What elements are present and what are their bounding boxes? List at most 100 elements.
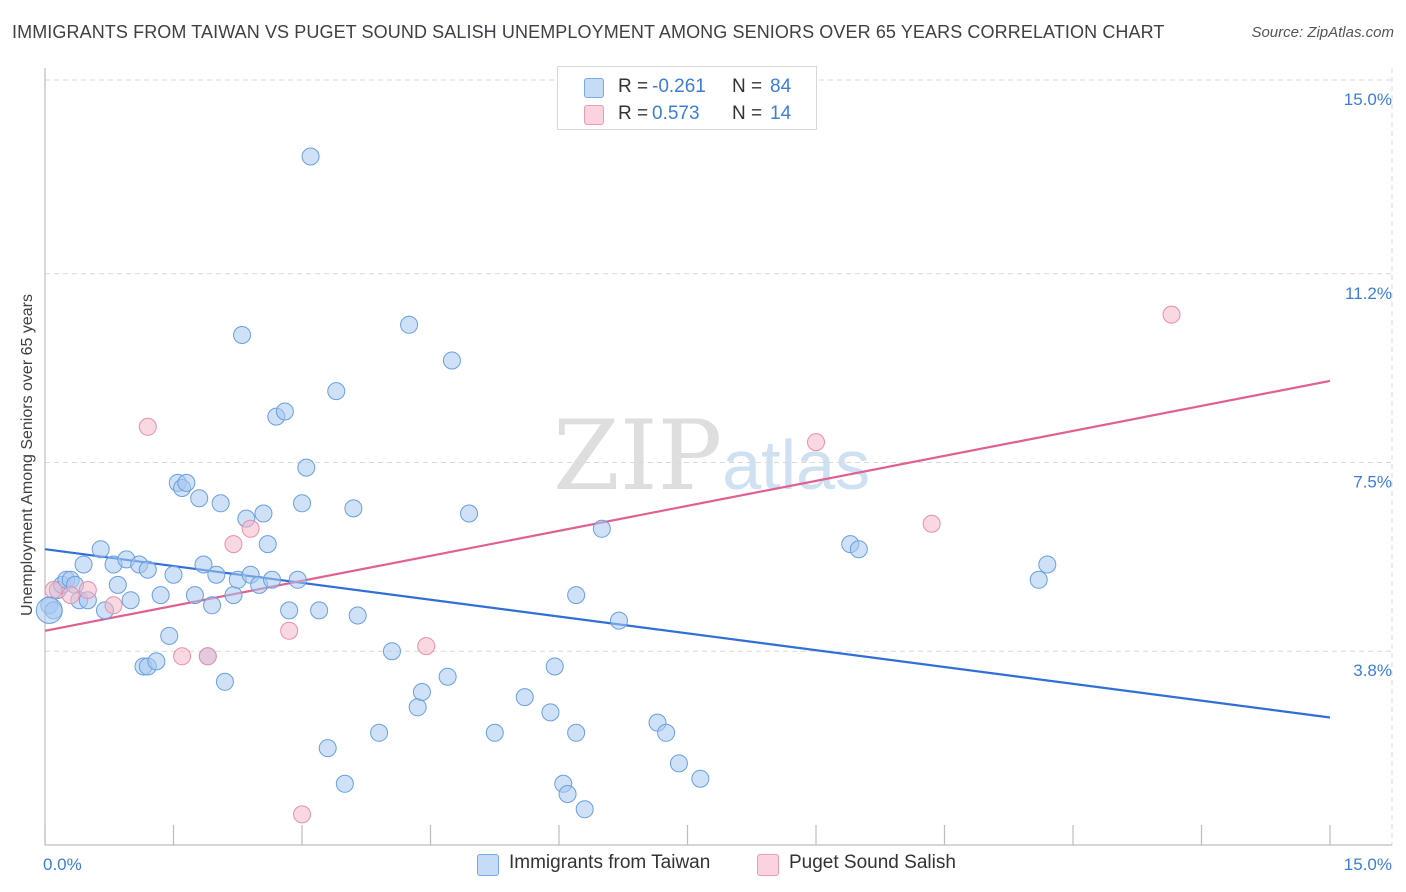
chart-title: IMMIGRANTS FROM TAIWAN VS PUGET SOUND SA…: [12, 22, 1165, 42]
grid-lines: [45, 68, 1393, 845]
legend-r-value: 0.573: [652, 103, 700, 124]
point-salish: [224, 535, 243, 554]
point-salish: [241, 519, 260, 538]
point-taiwan: [194, 555, 213, 574]
point-taiwan: [207, 565, 226, 584]
point-taiwan: [412, 683, 431, 701]
point-taiwan: [318, 739, 337, 758]
point-taiwan: [280, 601, 299, 620]
y-tick-label: 11.2%: [1345, 284, 1392, 303]
point-taiwan: [190, 489, 209, 508]
point-taiwan: [35, 596, 63, 624]
point-taiwan: [233, 326, 252, 344]
point-taiwan: [335, 774, 354, 793]
point-taiwan: [567, 723, 586, 742]
point-taiwan: [442, 351, 461, 370]
point-taiwan: [258, 535, 277, 554]
bottom-legend-label-salish: Puget Sound Salish: [789, 852, 956, 873]
point-taiwan: [185, 586, 204, 605]
legend-swatch-taiwan: [584, 78, 604, 98]
y-tick-label: 7.5%: [1353, 473, 1392, 492]
point-taiwan: [348, 606, 367, 625]
legend-n-value: 14: [770, 103, 792, 124]
point-taiwan: [669, 754, 688, 773]
point-taiwan: [609, 611, 628, 630]
point-taiwan: [382, 642, 401, 661]
point-salish: [807, 433, 825, 452]
point-taiwan: [177, 473, 196, 492]
legend-n-label: N =: [732, 76, 763, 97]
point-taiwan: [1038, 555, 1057, 574]
point-salish: [417, 637, 436, 656]
x-tick-label-min: 0.0%: [43, 855, 82, 874]
legend-n-label: N =: [732, 103, 763, 124]
point-taiwan: [515, 688, 534, 707]
point-taiwan: [74, 555, 93, 574]
point-salish: [61, 586, 80, 605]
legend-r-label: R =: [618, 76, 649, 97]
point-taiwan: [138, 560, 157, 579]
point-taiwan: [203, 596, 222, 615]
point-salish: [138, 417, 157, 436]
point-taiwan: [275, 402, 294, 421]
point-taiwan: [211, 494, 230, 513]
point-taiwan: [301, 147, 320, 166]
point-salish: [922, 514, 941, 533]
point-taiwan: [224, 586, 243, 605]
point-taiwan: [370, 723, 389, 742]
correlation-legend: R = -0.261 N = 84 R = 0.573 N = 14: [557, 66, 817, 130]
point-taiwan: [438, 667, 457, 686]
legend-r-label: R =: [618, 103, 649, 124]
point-taiwan: [288, 570, 307, 589]
point-salish: [44, 581, 63, 599]
point-taiwan: [215, 672, 234, 691]
point-taiwan: [575, 800, 594, 819]
point-taiwan: [147, 652, 166, 671]
point-taiwan: [657, 723, 676, 742]
point-salish: [173, 647, 192, 666]
y-tick-label: 15.0%: [1344, 90, 1392, 109]
bottom-legend-swatch-taiwan: [477, 854, 499, 876]
watermark-atlas: atlas: [722, 426, 871, 504]
point-taiwan: [1029, 570, 1048, 589]
point-taiwan: [545, 657, 564, 676]
point-salish: [198, 647, 217, 666]
point-taiwan: [310, 601, 329, 620]
point-taiwan: [558, 785, 577, 803]
bottom-legend-swatch-salish: [757, 854, 779, 876]
point-taiwan: [121, 591, 140, 610]
point-taiwan: [327, 382, 346, 401]
legend-r-value: -0.261: [652, 76, 706, 97]
point-taiwan: [691, 769, 710, 788]
point-taiwan: [254, 504, 273, 523]
point-taiwan: [151, 586, 170, 605]
point-salish: [1162, 305, 1181, 324]
y-tick-label: 3.8%: [1353, 661, 1392, 680]
point-taiwan: [297, 458, 316, 477]
point-taiwan: [400, 315, 419, 334]
source-label: Source: ZipAtlas.com: [1251, 24, 1394, 41]
point-taiwan: [541, 703, 560, 722]
point-taiwan: [160, 626, 179, 645]
point-taiwan: [485, 723, 504, 742]
point-salish: [104, 596, 123, 615]
axes: [44, 68, 1392, 846]
point-taiwan: [460, 504, 479, 523]
point-salish: [78, 581, 97, 599]
data-points: [35, 147, 1181, 824]
x-tick-label-max: 15.0%: [1344, 855, 1392, 874]
point-salish: [280, 621, 299, 640]
point-taiwan: [263, 570, 282, 589]
point-taiwan: [293, 494, 311, 513]
point-taiwan: [408, 698, 427, 717]
bottom-legend-label-taiwan: Immigrants from Taiwan: [509, 852, 711, 873]
point-taiwan: [344, 499, 363, 518]
legend-n-value: 84: [770, 76, 792, 97]
point-taiwan: [592, 519, 611, 538]
point-taiwan: [849, 540, 868, 559]
point-taiwan: [108, 575, 127, 594]
watermark: ZIPatlas: [553, 400, 870, 512]
point-taiwan: [91, 540, 110, 559]
point-taiwan: [164, 565, 183, 584]
